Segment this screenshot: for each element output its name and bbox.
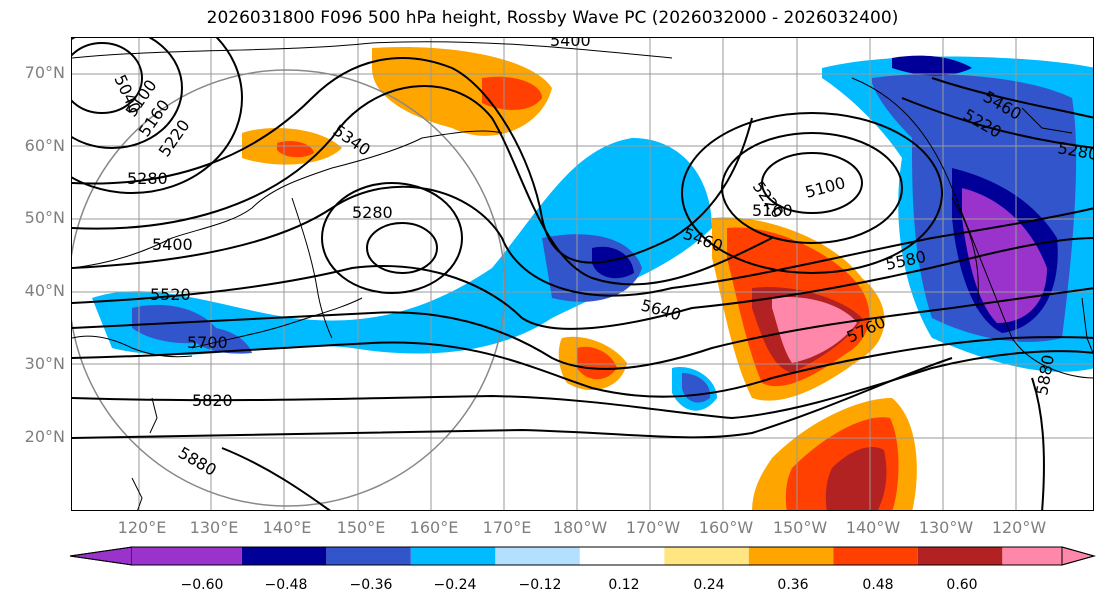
colorbar-segment bbox=[579, 547, 665, 565]
lon-label: 130°E bbox=[189, 518, 239, 537]
contour-label: 5280 bbox=[127, 169, 168, 188]
lon-label: 170°E bbox=[482, 518, 532, 537]
contour-label: 5820 bbox=[192, 391, 233, 410]
colorbar-segment bbox=[326, 547, 411, 565]
colorbar-tick-label: −0.60 bbox=[180, 577, 224, 593]
contour-label: 5400 bbox=[152, 235, 193, 254]
lon-label: 120°E bbox=[117, 518, 167, 537]
contour-label: 5520 bbox=[150, 285, 191, 304]
colorbar-tick-label: 0.36 bbox=[777, 577, 809, 593]
colorbar-outline bbox=[69, 546, 1096, 566]
lon-label: 150°W bbox=[772, 518, 828, 537]
lon-label: 180°W bbox=[552, 518, 608, 537]
lon-label: 160°E bbox=[409, 518, 459, 537]
map-title: 2026031800 F096 500 hPa height, Rossby W… bbox=[206, 8, 899, 28]
lat-label: 30°N bbox=[24, 354, 65, 373]
height-contours bbox=[72, 38, 1093, 510]
colorbar-segment bbox=[748, 547, 834, 565]
colorbar-tick-label: 0.24 bbox=[693, 577, 725, 593]
colorbar-segment bbox=[833, 547, 918, 565]
colorbar-segment bbox=[241, 547, 327, 565]
contour-label: 5100 bbox=[803, 173, 847, 202]
lon-label: 140°W bbox=[845, 518, 901, 537]
contour-label: 5700 bbox=[187, 333, 228, 352]
coastlines bbox=[72, 41, 1093, 510]
lon-label: 160°W bbox=[698, 518, 754, 537]
colorbar-extend-low bbox=[69, 546, 133, 566]
colorbar-segment bbox=[132, 547, 242, 565]
lon-label: 140°E bbox=[262, 518, 312, 537]
colorbar-tick-label: −0.36 bbox=[349, 577, 393, 593]
lon-label: 150°E bbox=[336, 518, 386, 537]
colorbar-tick-label: 0.12 bbox=[608, 577, 640, 593]
lon-label: 170°W bbox=[625, 518, 681, 537]
contour-label: 5280 bbox=[352, 203, 393, 222]
lat-label: 40°N bbox=[24, 281, 65, 300]
lat-label: 20°N bbox=[24, 427, 65, 446]
lat-label: 50°N bbox=[24, 208, 65, 227]
lon-label: 120°W bbox=[991, 518, 1047, 537]
colorbar-segment bbox=[1002, 547, 1062, 565]
colorbar-segment bbox=[495, 547, 580, 565]
lat-label: 70°N bbox=[24, 63, 65, 82]
colorbar-extend-high bbox=[1061, 546, 1096, 566]
map-canvas: 5040 5100 5160 5220 5280 5340 5400 5460 … bbox=[72, 38, 1093, 510]
contour-label: 5880 bbox=[175, 443, 220, 480]
colorbar-tick-label: 0.60 bbox=[946, 577, 978, 593]
colorbar-segment bbox=[410, 547, 496, 565]
colorbar-segment bbox=[664, 547, 749, 565]
contour-label: 5340 bbox=[330, 121, 374, 160]
radius-circle bbox=[72, 69, 506, 507]
colorbar-segment bbox=[917, 547, 1003, 565]
contour-label: 5400 bbox=[550, 38, 591, 50]
map-panel: 5040 5100 5160 5220 5280 5340 5400 5460 … bbox=[71, 37, 1094, 511]
colorbar-tick-label: 0.48 bbox=[862, 577, 894, 593]
lon-label: 130°W bbox=[918, 518, 974, 537]
colorbar bbox=[69, 546, 1096, 566]
colorbar-tick-label: −0.48 bbox=[264, 577, 308, 593]
lat-label: 60°N bbox=[24, 136, 65, 155]
colorbar-tick-label: −0.24 bbox=[433, 577, 477, 593]
colorbar-tick-label: −0.12 bbox=[518, 577, 562, 593]
contour-label: 5160 bbox=[752, 201, 793, 220]
